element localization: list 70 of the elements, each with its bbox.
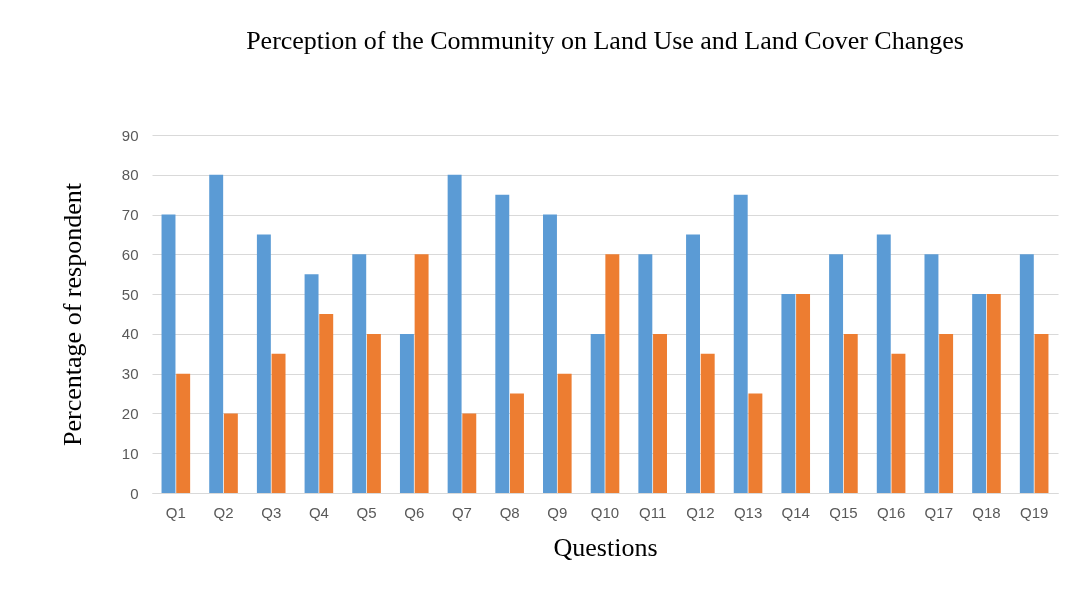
x-tick-label: Q5	[356, 503, 377, 521]
bar	[876, 234, 891, 493]
bar	[209, 174, 224, 493]
x-tick-label: Q11	[639, 503, 667, 521]
bar	[590, 333, 605, 493]
bar	[891, 353, 906, 493]
x-tick-label: Q3	[261, 503, 282, 521]
bar	[256, 234, 271, 493]
bar	[605, 254, 620, 493]
bar	[843, 333, 858, 493]
bar	[653, 333, 667, 493]
bar	[939, 333, 954, 493]
y-tick-label: 50	[121, 285, 139, 303]
y-tick-label: 60	[121, 245, 139, 263]
x-tick-label: Q17	[924, 503, 953, 521]
bar	[271, 353, 286, 493]
bar	[829, 254, 844, 493]
y-tick-label: 0	[130, 484, 139, 502]
bar	[972, 294, 987, 493]
bar	[543, 214, 557, 493]
bar	[986, 294, 1001, 493]
bar	[319, 314, 334, 493]
x-tick-label: Q12	[686, 503, 715, 521]
bar	[176, 373, 191, 493]
bar	[352, 254, 367, 493]
y-tick-label: 10	[121, 444, 139, 462]
bar	[924, 254, 939, 493]
bar	[304, 274, 319, 493]
x-tick-label: Q2	[213, 503, 234, 521]
bar	[638, 254, 653, 493]
chart-title: Perception of the Community on Land Use and Land Cover Changes	[246, 26, 964, 55]
bar	[462, 413, 477, 493]
bar	[557, 373, 572, 493]
x-tick-label: Q13	[733, 503, 763, 521]
bar	[399, 333, 414, 493]
x-tick-label: Q1	[165, 503, 186, 521]
y-tick-label: 20	[121, 404, 139, 422]
bar	[781, 294, 796, 493]
x-tick-label: Q18	[972, 503, 1001, 521]
x-tick-label: Q14	[781, 503, 810, 521]
x-tick-label: Q4	[308, 503, 329, 521]
x-tick-label: Q7	[451, 503, 472, 521]
y-tick-label: 30	[121, 365, 139, 383]
bar	[733, 194, 748, 493]
bar	[161, 214, 176, 493]
bar	[223, 413, 238, 493]
x-tick-label: Q16	[876, 503, 906, 521]
bar	[748, 393, 763, 493]
x-tick-label: Q15	[829, 503, 858, 521]
bar	[414, 254, 429, 493]
y-tick-label: 70	[121, 206, 139, 224]
bar	[495, 194, 510, 493]
bar	[447, 174, 462, 493]
y-tick-label: 40	[121, 325, 139, 343]
bar	[366, 333, 381, 493]
bar	[686, 234, 700, 493]
bar	[510, 393, 524, 493]
x-tick-label: Q9	[547, 503, 568, 521]
bar	[700, 353, 715, 493]
bar	[796, 294, 811, 493]
y-tick-label: 90	[121, 126, 139, 144]
x-tick-label: Q8	[499, 503, 520, 521]
y-axis-title: Percentage of respondent	[57, 182, 87, 446]
x-tick-label: Q10	[590, 503, 620, 521]
x-tick-label: Q6	[404, 503, 425, 521]
y-tick-label: 80	[121, 166, 139, 184]
bar	[1034, 333, 1049, 493]
x-axis-title: Questions	[553, 532, 658, 562]
x-tick-label: Q19	[1019, 503, 1049, 521]
bar	[1019, 254, 1034, 493]
